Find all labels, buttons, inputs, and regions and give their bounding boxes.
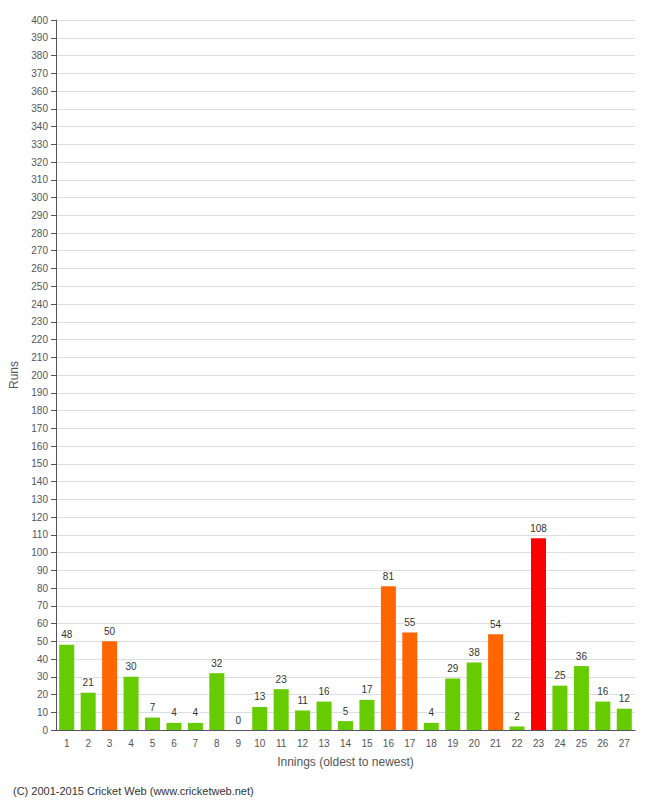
svg-text:20: 20: [37, 689, 49, 700]
svg-text:130: 130: [31, 494, 48, 505]
svg-text:20: 20: [469, 738, 481, 749]
svg-text:240: 240: [31, 299, 48, 310]
svg-text:25: 25: [576, 738, 588, 749]
svg-text:50: 50: [37, 636, 49, 647]
svg-text:60: 60: [37, 618, 49, 629]
svg-text:110: 110: [32, 529, 48, 540]
svg-text:Runs: Runs: [7, 361, 21, 389]
svg-text:40: 40: [37, 654, 49, 665]
svg-text:9: 9: [235, 738, 241, 749]
svg-text:30: 30: [37, 671, 49, 682]
svg-text:17: 17: [361, 684, 373, 695]
svg-text:5: 5: [343, 706, 349, 717]
svg-text:300: 300: [31, 192, 48, 203]
svg-text:24: 24: [554, 738, 566, 749]
svg-text:30: 30: [125, 661, 137, 672]
svg-text:10: 10: [37, 707, 49, 718]
svg-text:38: 38: [469, 647, 481, 658]
svg-text:270: 270: [31, 245, 48, 256]
svg-text:81: 81: [383, 571, 395, 582]
svg-text:4: 4: [171, 707, 177, 718]
svg-text:390: 390: [31, 32, 48, 43]
svg-text:13: 13: [318, 738, 330, 749]
svg-text:5: 5: [150, 738, 156, 749]
svg-text:150: 150: [31, 458, 48, 469]
svg-text:23: 23: [533, 738, 545, 749]
svg-text:400: 400: [31, 15, 48, 26]
svg-text:6: 6: [171, 738, 177, 749]
svg-text:22: 22: [511, 738, 523, 749]
svg-text:55: 55: [404, 617, 416, 628]
svg-text:10: 10: [254, 738, 266, 749]
svg-text:180: 180: [31, 405, 48, 416]
svg-text:108: 108: [530, 523, 547, 534]
svg-text:11: 11: [276, 738, 287, 749]
svg-text:0: 0: [42, 725, 48, 736]
svg-text:54: 54: [490, 619, 502, 630]
svg-text:370: 370: [31, 68, 48, 79]
svg-text:200: 200: [31, 370, 48, 381]
svg-text:13: 13: [254, 691, 266, 702]
svg-text:29: 29: [447, 663, 459, 674]
svg-text:290: 290: [31, 210, 48, 221]
svg-text:23: 23: [276, 674, 288, 685]
svg-text:12: 12: [297, 738, 309, 749]
svg-text:26: 26: [597, 738, 609, 749]
svg-text:70: 70: [37, 600, 49, 611]
svg-text:27: 27: [619, 738, 631, 749]
svg-text:360: 360: [31, 86, 48, 97]
svg-text:2: 2: [514, 711, 520, 722]
svg-text:380: 380: [31, 50, 48, 61]
svg-text:210: 210: [31, 352, 48, 363]
svg-text:330: 330: [31, 139, 48, 150]
svg-text:90: 90: [37, 565, 49, 576]
svg-text:310: 310: [31, 174, 48, 185]
svg-text:12: 12: [619, 693, 631, 704]
svg-text:3: 3: [107, 738, 113, 749]
svg-text:4: 4: [193, 707, 199, 718]
svg-text:100: 100: [31, 547, 48, 558]
svg-text:50: 50: [104, 626, 116, 637]
svg-text:21: 21: [83, 677, 95, 688]
svg-text:18: 18: [426, 738, 438, 749]
svg-text:7: 7: [193, 738, 199, 749]
svg-text:230: 230: [31, 316, 48, 327]
svg-text:16: 16: [318, 686, 330, 697]
svg-text:190: 190: [31, 387, 48, 398]
svg-text:15: 15: [361, 738, 373, 749]
svg-text:80: 80: [37, 583, 49, 594]
svg-text:170: 170: [31, 423, 48, 434]
svg-text:8: 8: [214, 738, 220, 749]
svg-text:280: 280: [31, 228, 48, 239]
svg-text:17: 17: [404, 738, 416, 749]
svg-text:160: 160: [31, 441, 48, 452]
svg-text:19: 19: [447, 738, 459, 749]
svg-text:140: 140: [31, 476, 48, 487]
svg-text:320: 320: [31, 157, 48, 168]
svg-text:4: 4: [128, 738, 134, 749]
svg-text:48: 48: [61, 629, 73, 640]
svg-text:1: 1: [64, 738, 70, 749]
svg-text:350: 350: [31, 103, 48, 114]
svg-text:36: 36: [576, 651, 588, 662]
svg-text:2: 2: [85, 738, 91, 749]
svg-text:120: 120: [31, 512, 48, 523]
svg-text:0: 0: [235, 715, 241, 726]
svg-text:32: 32: [211, 658, 223, 669]
svg-text:250: 250: [31, 281, 48, 292]
svg-text:260: 260: [31, 263, 48, 274]
svg-text:(C) 2001-2015 Cricket Web (www: (C) 2001-2015 Cricket Web (www.cricketwe…: [13, 785, 254, 797]
svg-text:220: 220: [31, 334, 48, 345]
svg-text:11: 11: [297, 695, 308, 706]
svg-text:4: 4: [428, 707, 434, 718]
svg-text:7: 7: [150, 702, 156, 713]
svg-text:14: 14: [340, 738, 352, 749]
svg-text:21: 21: [490, 738, 502, 749]
svg-text:16: 16: [597, 686, 609, 697]
svg-text:16: 16: [383, 738, 395, 749]
svg-text:340: 340: [31, 121, 48, 132]
svg-text:25: 25: [554, 670, 566, 681]
svg-text:Innings (oldest to newest): Innings (oldest to newest): [277, 755, 414, 769]
